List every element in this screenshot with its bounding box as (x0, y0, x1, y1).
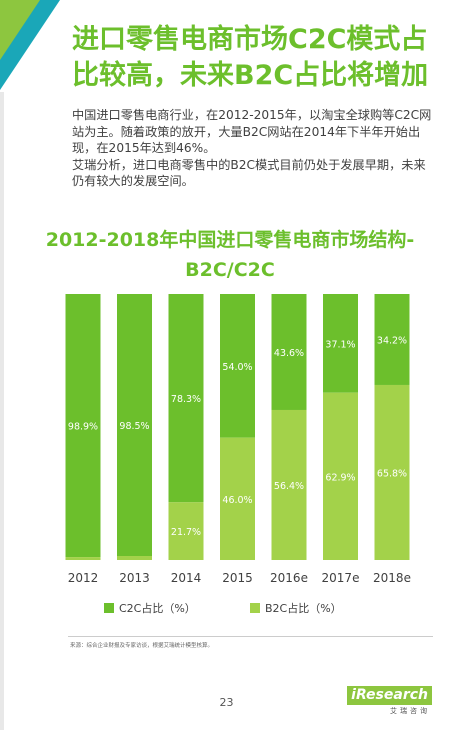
corner-green-shape (0, 0, 40, 60)
bar-c2c-2017e (323, 294, 358, 393)
label-c2c-2017e: 37.1% (325, 339, 355, 350)
legend-label-c2c: C2C占比（%） (119, 601, 196, 615)
chart-title: 2012-2018年中国进口零售电商市场结构-B2C/C2C (45, 229, 415, 281)
label-c2c-2018e: 34.2% (377, 335, 407, 346)
legend: C2C占比（%） B2C占比（%） (104, 601, 342, 615)
left-edge-strip (0, 92, 4, 730)
label-b2c-2017e: 62.9% (325, 472, 355, 483)
bar-c2c-2013 (117, 294, 152, 557)
label-c2c-2014: 78.3% (171, 394, 201, 405)
bar-b2c-2013 (117, 556, 152, 560)
source-note: 来源：综合企业财报及专家访谈，根据艾瑞统计模型核算。 (70, 643, 214, 649)
label-c2c-2013: 98.5% (119, 421, 149, 432)
bar-b2c-2014 (168, 502, 204, 560)
label-b2c-2015: 46.0% (222, 495, 252, 506)
intro-paragraph-1: 中国进口零售电商行业，在2012-2015年，以淘宝全球购等C2C网站为主。随着… (72, 108, 432, 155)
bars-group: 98.9% 98.5% 78.3% 21.7% 54.0% 46.0% 43.6% 56.4%… (65, 294, 410, 560)
legend-swatch-c2c (104, 603, 114, 613)
tick-label-2018e: 2018e (373, 571, 411, 585)
x-axis-ticks: 2012 2013 2014 2015 2016e 2017e 2018e (68, 571, 411, 585)
tick-label-2014: 2014 (171, 571, 202, 585)
brand-logo: iResearch (347, 686, 432, 705)
bar-b2c-2016e (271, 409, 307, 560)
bar-c2c-2012 (65, 294, 101, 558)
bar-c2c-2016e (271, 294, 307, 410)
tick-label-2016e: 2016e (270, 571, 308, 585)
bar-b2c-2012 (65, 557, 101, 560)
intro-text: 中国进口零售电商行业，在2012-2015年，以淘宝全球购等C2C网站为主。随着… (72, 107, 432, 190)
brand-subtitle: 艾瑞咨询 (390, 707, 430, 715)
label-c2c-2012: 98.9% (68, 422, 98, 433)
legend-label-b2c: B2C占比（%） (265, 601, 342, 615)
bar-b2c-2018e (374, 384, 410, 560)
corner-decoration (0, 0, 60, 90)
bar-c2c-2018e (374, 294, 410, 385)
bar-c2c-2014 (168, 294, 204, 503)
page-headline: 进口零售电商市场C2C模式占比较高，未来B2C占比将增加 (72, 24, 429, 91)
bar-c2c-2015 (220, 294, 255, 438)
bar-b2c-2017e (323, 392, 358, 560)
tick-label-2017e: 2017e (322, 571, 360, 585)
source-divider (68, 636, 433, 637)
page-number: 23 (219, 696, 234, 709)
intro-paragraph-2: 艾瑞分析，进口电商零售中的B2C模式目前仍处于发展早期，未来仍有较大的发展空间。 (72, 157, 426, 189)
label-c2c-2016e: 43.6% (274, 348, 304, 359)
label-b2c-2016e: 56.4% (274, 481, 304, 492)
legend-swatch-b2c (250, 603, 260, 613)
label-b2c-2018e: 65.8% (377, 468, 407, 479)
tick-label-2012: 2012 (68, 571, 99, 585)
stacked-bar-chart: 98.9% 98.5% 78.3% 21.7% 54.0% 46.0% 43.6% 56.4%… (65, 294, 411, 615)
tick-label-2015: 2015 (222, 571, 253, 585)
tick-label-2013: 2013 (119, 571, 150, 585)
label-b2c-2014: 21.7% (171, 527, 201, 538)
bar-b2c-2015 (220, 437, 255, 560)
brand-mark: iResearch 艾瑞咨询 (347, 682, 432, 722)
label-c2c-2015: 54.0% (222, 362, 252, 373)
